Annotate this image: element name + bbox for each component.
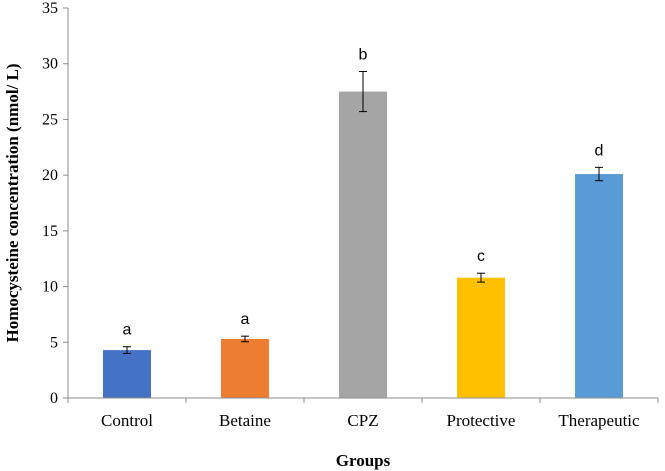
bar bbox=[339, 91, 387, 399]
significance-label: c bbox=[477, 248, 485, 265]
y-tick-label: 35 bbox=[42, 0, 58, 17]
y-axis-ticks: 0 5 10 15 20 25 30 35 bbox=[42, 0, 659, 407]
bar bbox=[575, 174, 623, 398]
y-tick-label: 0 bbox=[50, 390, 58, 407]
y-tick-label: 30 bbox=[42, 56, 58, 73]
bar bbox=[103, 350, 151, 398]
bar bbox=[221, 338, 269, 398]
significance-labels: a a b c d bbox=[123, 47, 604, 339]
significance-label: d bbox=[595, 142, 604, 159]
y-tick-label: 20 bbox=[42, 167, 58, 184]
x-axis-categories: Control Betaine CPZ Protective Therapeutic bbox=[101, 411, 640, 430]
category-label: CPZ bbox=[347, 411, 378, 430]
category-label: Control bbox=[101, 411, 153, 430]
significance-label: a bbox=[123, 322, 132, 339]
error-bars bbox=[123, 71, 603, 354]
significance-label: a bbox=[241, 311, 250, 328]
y-tick-label: 15 bbox=[42, 223, 58, 240]
bar bbox=[457, 277, 505, 398]
y-axis-title: Homocysteine concentration (nmol/ L) bbox=[3, 63, 22, 342]
category-label: Protective bbox=[447, 411, 516, 430]
x-axis-title: Groups bbox=[336, 451, 391, 470]
y-tick-label: 25 bbox=[42, 111, 58, 128]
bars bbox=[103, 91, 623, 399]
y-tick-label: 10 bbox=[42, 279, 58, 296]
significance-label: b bbox=[359, 47, 368, 64]
category-label: Therapeutic bbox=[558, 411, 640, 430]
category-label: Betaine bbox=[219, 411, 271, 430]
y-tick-label: 5 bbox=[50, 334, 58, 351]
